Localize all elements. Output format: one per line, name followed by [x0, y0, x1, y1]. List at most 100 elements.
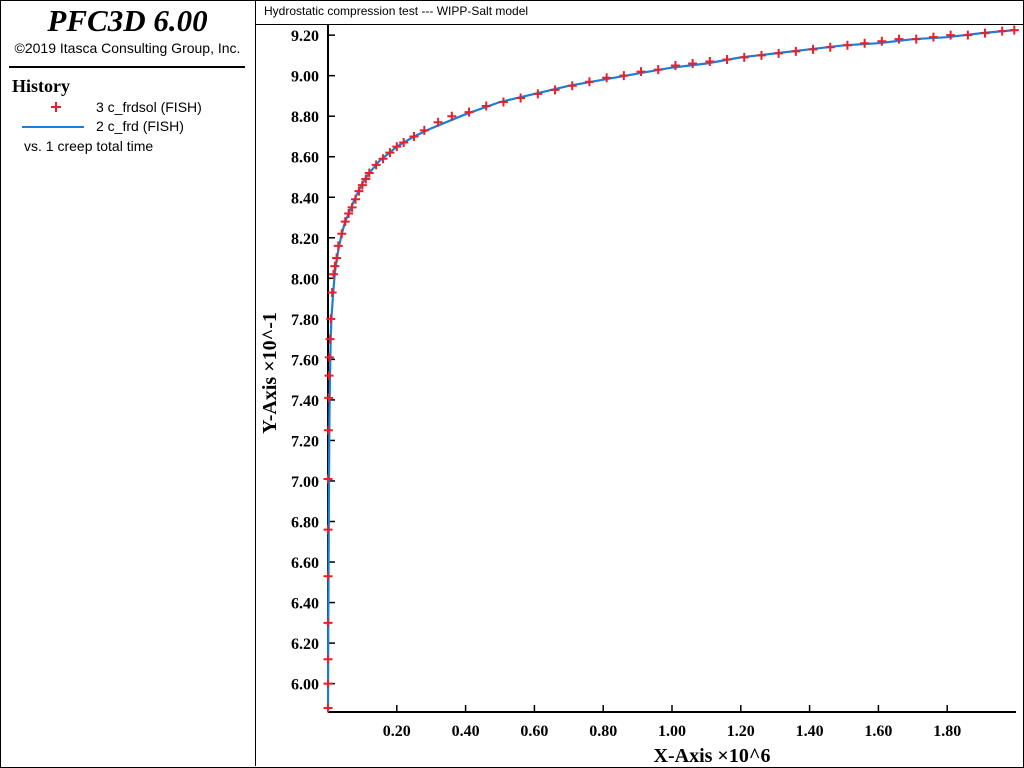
- data-point-16: [332, 253, 342, 263]
- data-point-18: [337, 229, 347, 239]
- data-point-48: [670, 61, 680, 71]
- y-tick-label-1: 6.20: [291, 636, 319, 653]
- data-point-14: [329, 269, 339, 279]
- data-point-52: [739, 52, 749, 62]
- x-tick-label-0: 0.20: [383, 723, 411, 740]
- data-point-68: [1009, 25, 1019, 35]
- legend-label-c-frdsol: 3 c_frdsol (FISH): [96, 99, 202, 115]
- data-point-51: [722, 54, 732, 64]
- data-point-24: [357, 180, 367, 190]
- data-point-7: [323, 425, 333, 435]
- y-tick-label-0: 6.00: [291, 677, 319, 694]
- y-tick-label-16: 9.20: [291, 28, 319, 45]
- data-point-31: [399, 138, 409, 148]
- plot-title: Hydrostatic compression test --- WIPP-Sa…: [264, 4, 529, 18]
- data-point-20: [344, 208, 354, 218]
- data-point-37: [481, 101, 491, 111]
- y-tick-label-12: 8.40: [291, 190, 319, 207]
- data-point-54: [774, 48, 784, 58]
- data-point-65: [963, 30, 973, 40]
- data-point-46: [636, 67, 646, 77]
- data-point-4: [323, 571, 333, 581]
- data-point-2: [323, 654, 333, 664]
- data-point-29: [385, 148, 395, 158]
- y-tick-label-14: 8.80: [291, 109, 319, 126]
- data-point-19: [340, 217, 350, 227]
- data-point-34: [433, 117, 443, 127]
- data-point-9: [324, 371, 334, 381]
- x-tick-label-2: 0.60: [520, 723, 548, 740]
- data-point-10: [324, 352, 334, 362]
- app-title: PFC3D 6.00: [47, 3, 208, 38]
- x-axis-label: X-Axis ×10^6: [654, 745, 771, 766]
- y-tick-label-10: 8.00: [291, 271, 319, 288]
- data-point-28: [378, 154, 388, 164]
- data-point-15: [330, 261, 340, 271]
- data-point-36: [464, 107, 474, 117]
- data-point-44: [602, 73, 612, 83]
- data-point-63: [928, 32, 938, 42]
- data-point-3: [323, 618, 333, 628]
- data-point-49: [688, 59, 698, 69]
- legend-vs-label: vs. 1 creep total time: [24, 138, 154, 154]
- y-tick-label-7: 7.40: [291, 393, 319, 410]
- data-point-45: [619, 71, 629, 81]
- data-point-12: [326, 314, 336, 324]
- data-point-58: [842, 40, 852, 50]
- data-point-60: [877, 36, 887, 46]
- y-tick-label-4: 6.80: [291, 515, 319, 532]
- x-tick-label-5: 1.20: [727, 723, 755, 740]
- data-point-66: [980, 28, 990, 38]
- y-tick-label-15: 9.00: [291, 69, 319, 86]
- data-point-8: [324, 393, 334, 403]
- data-point-64: [946, 30, 956, 40]
- data-point-61: [894, 34, 904, 44]
- y-axis-ticks: 6.00 6.20 6.40 6.60 6.80 7.00 7.20 7.40 7.60 7.80…: [291, 28, 335, 694]
- y-tick-label-5: 7.00: [291, 474, 319, 491]
- legend-label-c-frd: 2 c_frd (FISH): [96, 118, 184, 134]
- data-point-1: [323, 679, 333, 689]
- data-point-26: [364, 168, 374, 178]
- legend-panel: PFC3D 6.00 ©2019 Itasca Consulting Group…: [0, 0, 256, 766]
- x-tick-label-3: 0.80: [589, 723, 617, 740]
- x-tick-label-8: 1.80: [933, 723, 961, 740]
- data-point-40: [533, 89, 543, 99]
- legend-heading: History: [12, 76, 70, 96]
- copyright-text: ©2019 Itasca Consulting Group, Inc.: [14, 40, 241, 56]
- plus-marker-icon: [51, 102, 61, 112]
- x-tick-label-6: 1.40: [796, 723, 824, 740]
- data-point-47: [653, 65, 663, 75]
- data-point-35: [447, 111, 457, 121]
- data-point-33: [419, 125, 429, 135]
- data-point-55: [791, 46, 801, 56]
- data-point-43: [584, 77, 594, 87]
- y-tick-label-8: 7.60: [291, 352, 319, 369]
- data-point-38: [498, 97, 508, 107]
- x-tick-label-4: 1.00: [658, 723, 686, 740]
- data-point-57: [825, 42, 835, 52]
- data-point-11: [325, 334, 335, 344]
- data-point-39: [516, 93, 526, 103]
- series-line-c-frd: [326, 29, 1015, 711]
- y-tick-label-13: 8.60: [291, 150, 319, 167]
- y-tick-label-11: 8.20: [291, 231, 319, 248]
- title-divider: [9, 66, 245, 68]
- x-tick-label-1: 0.40: [452, 723, 480, 740]
- data-point-59: [860, 38, 870, 48]
- x-tick-label-7: 1.60: [864, 723, 892, 740]
- data-point-41: [550, 85, 560, 95]
- y-tick-label-2: 6.40: [291, 596, 319, 613]
- data-point-50: [705, 56, 715, 66]
- data-point-5: [323, 525, 333, 535]
- data-point-22: [351, 194, 361, 204]
- data-point-32: [409, 131, 419, 141]
- chart-plot-area: 0.20 0.40 0.60 0.80 1.00 1.20 1.40 1.60 1.80 6.0…: [259, 25, 1019, 766]
- data-point-6: [323, 474, 333, 484]
- y-tick-label-6: 7.20: [291, 433, 319, 450]
- data-point-27: [371, 160, 381, 170]
- line-swatch-icon: [22, 126, 84, 128]
- data-point-42: [567, 81, 577, 91]
- y-axis-label: Y-Axis ×10^-1: [259, 312, 281, 434]
- plot-title-bar: Hydrostatic compression test --- WIPP-Sa…: [256, 0, 1023, 25]
- data-point-56: [808, 44, 818, 54]
